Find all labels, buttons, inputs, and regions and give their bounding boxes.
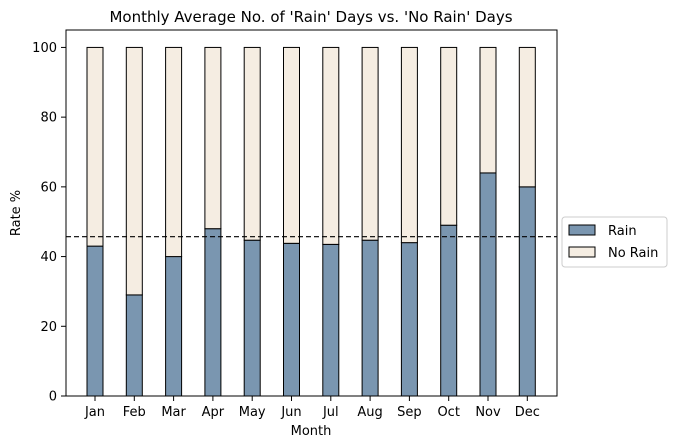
y-tick-label: 40: [40, 250, 57, 265]
bar-rain-may: [243, 239, 261, 397]
bar-no-rain-dec: [518, 46, 536, 188]
y-tick-label: 60: [40, 180, 57, 195]
x-tick-label: May: [239, 405, 266, 420]
bar-no-rain-jun: [283, 46, 300, 244]
legend-swatch-rain: [568, 224, 596, 236]
x-tick-label: Sep: [397, 405, 422, 420]
bar-rain-sep: [400, 242, 418, 397]
x-tick-label: Oct: [437, 405, 459, 420]
legend-swatch-no-rain: [568, 246, 596, 258]
bar-rain-jan: [86, 245, 104, 397]
bar-rain-dec: [518, 186, 536, 397]
chart-title: Monthly Average No. of 'Rain' Days vs. '…: [109, 8, 512, 26]
legend: Rain No Rain: [561, 216, 668, 268]
bar-no-rain-nov: [479, 46, 497, 174]
bar-no-rain-oct: [440, 46, 458, 226]
x-tick-label: Dec: [515, 405, 540, 420]
bar-no-rain-jul: [322, 46, 340, 245]
x-tick-label: Nov: [475, 405, 501, 420]
x-tick-label: Aug: [357, 405, 382, 420]
bar-rain-aug: [361, 239, 379, 397]
bar-no-rain-sep: [400, 46, 418, 244]
x-tick-label: Jan: [84, 405, 105, 420]
plot-frame: [65, 29, 558, 397]
y-tick-label: 100: [32, 41, 57, 56]
y-tick-label: 80: [40, 111, 57, 126]
bar-no-rain-aug: [361, 46, 379, 241]
x-tick-label: Apr: [202, 405, 225, 420]
bar-no-rain-mar: [165, 46, 183, 258]
bars-group: [86, 46, 536, 397]
bar-rain-mar: [165, 256, 183, 397]
bar-no-rain-apr: [204, 46, 222, 230]
x-tick-label: Mar: [161, 405, 186, 420]
y-tick-label: 0: [49, 390, 57, 405]
bar-rain-apr: [204, 228, 222, 397]
y-axis-label: Rate %: [9, 190, 24, 236]
y-axis: 0 20 40 60 80 100: [32, 41, 66, 405]
bar-rain-jun: [283, 242, 300, 397]
x-tick-label: Jun: [280, 405, 301, 420]
bar-rain-nov: [479, 172, 497, 397]
bar-no-rain-feb: [125, 46, 143, 296]
x-tick-label: Jul: [322, 405, 339, 420]
bar-rain-jul: [322, 243, 340, 397]
x-tick-label: Feb: [123, 405, 146, 420]
x-axis-label: Month: [291, 424, 332, 439]
y-tick-label: 20: [40, 320, 57, 335]
x-axis: Jan Feb Mar Apr May Jun Jul Aug Sep Oct Nov Dec: [84, 396, 540, 420]
bar-rain-feb: [125, 294, 143, 397]
legend-label-rain: Rain: [608, 224, 637, 239]
bar-rain-oct: [440, 224, 458, 397]
bar-no-rain-may: [243, 46, 261, 241]
legend-label-no-rain: No Rain: [608, 246, 658, 261]
bar-no-rain-jan: [86, 46, 104, 247]
